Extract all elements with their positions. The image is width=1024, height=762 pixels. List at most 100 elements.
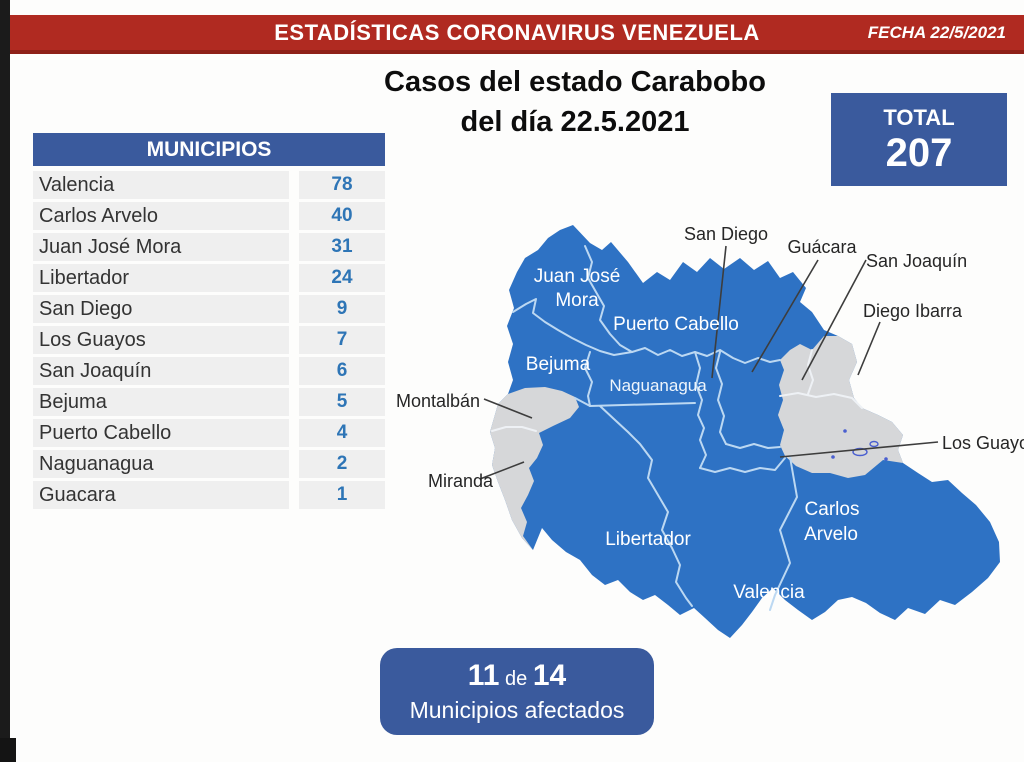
municipio-name-cell: Puerto Cabello <box>33 419 289 447</box>
lake-islet-dot <box>831 455 835 459</box>
banner-date: FECHA 22/5/2021 <box>867 22 1006 42</box>
municipio-name-cell: Guacara <box>33 481 289 509</box>
column-gap <box>289 357 299 385</box>
column-gap <box>289 202 299 230</box>
column-gap <box>289 450 299 478</box>
cases-value-cell: 4 <box>299 419 385 447</box>
border-lake-north-shore <box>779 392 863 409</box>
banner-title: ESTADÍSTICAS CORONAVIRUS VENEZUELA <box>274 19 760 45</box>
map-label-carlos-arvelo: Carlos <box>805 499 860 520</box>
table-header: MUNICIPIOS <box>33 133 385 166</box>
table-row: Naguanagua 2 <box>33 450 385 478</box>
municipio-name-cell: Bejuma <box>33 388 289 416</box>
photo-edge-bar <box>0 0 10 762</box>
cases-value-cell: 5 <box>299 388 385 416</box>
leader-diego-ibarra <box>857 321 881 376</box>
cases-value-cell: 9 <box>299 295 385 323</box>
municipal-borders <box>512 245 798 611</box>
cases-value-cell: 7 <box>299 326 385 354</box>
total-value: 207 <box>885 130 953 175</box>
map-label-los-guayos: Los Guayos <box>942 433 1024 453</box>
affected-caption: Municipios afectados <box>409 697 625 723</box>
page-title: Casos del estado Carabobo del día 22.5.2… <box>335 62 815 142</box>
region-sanjoaquin-diegoibarra-lake-unaffected <box>778 336 903 478</box>
table-row: Bejuma 5 <box>33 388 385 416</box>
cases-value-cell: 2 <box>299 450 385 478</box>
cases-value-cell: 40 <box>299 202 385 230</box>
cases-value-cell: 6 <box>299 357 385 385</box>
municipios-total-count: 14 <box>532 659 567 692</box>
column-gap <box>289 264 299 292</box>
state-landmass-affected <box>490 225 1000 638</box>
map-label-montalban: Montalbán <box>396 391 480 411</box>
photo-corner-smudge <box>0 738 16 762</box>
column-gap <box>289 481 299 509</box>
map-label-puerto-cabello: Puerto Cabello <box>613 314 739 335</box>
column-gap <box>289 171 299 199</box>
border-montalban-miranda <box>491 426 537 432</box>
leader-san-joaquin <box>801 259 867 381</box>
table-row: San Diego 9 <box>33 295 385 323</box>
cases-value-cell: 31 <box>299 233 385 261</box>
column-gap <box>289 295 299 323</box>
table-row: Juan José Mora 31 <box>33 233 385 261</box>
affected-count-line: 11 de 14 <box>468 659 566 696</box>
municipios-table: MUNICIPIOS Valencia 78 Carlos Arvelo 40 … <box>33 133 385 512</box>
map-label-juan-jose-mora: Mora <box>555 290 599 311</box>
border-sanjoaquin-diegoibarra <box>807 349 814 395</box>
top-banner: ESTADÍSTICAS CORONAVIRUS VENEZUELA FECHA… <box>10 15 1024 54</box>
table-row: Libertador 24 <box>33 264 385 292</box>
table-row: San Joaquín 6 <box>33 357 385 385</box>
page-title-line2: del día 22.5.2021 <box>460 106 690 138</box>
table-row: Los Guayos 7 <box>33 326 385 354</box>
column-gap <box>289 326 299 354</box>
table-body: Valencia 78 Carlos Arvelo 40 Juan José M… <box>33 171 385 509</box>
cases-value-cell: 78 <box>299 171 385 199</box>
municipio-name-cell: Libertador <box>33 264 289 292</box>
total-label: TOTAL <box>883 104 955 130</box>
cases-value-cell: 24 <box>299 264 385 292</box>
municipio-name-cell: Los Guayos <box>33 326 289 354</box>
map-label-carlos-arvelo: Arvelo <box>804 524 858 545</box>
leader-montalban <box>483 398 533 419</box>
map-label-guacara: Guácara <box>787 237 857 257</box>
map-label-diego-ibarra: Diego Ibarra <box>863 301 963 321</box>
map-label-san-diego: San Diego <box>684 224 768 244</box>
leader-san-diego <box>711 245 727 379</box>
column-gap <box>289 419 299 447</box>
map-label-naguanagua: Naguanagua <box>609 376 707 395</box>
affected-connector: de <box>505 668 528 690</box>
total-cases-box: TOTAL 207 <box>831 93 1007 186</box>
lake-island <box>869 440 879 448</box>
affected-count: 11 <box>467 659 500 692</box>
map-label-valencia: Valencia <box>733 582 805 603</box>
table-row: Carlos Arvelo 40 <box>33 202 385 230</box>
lake-island <box>852 447 868 457</box>
municipio-name-cell: Naguanagua <box>33 450 289 478</box>
lake-islet-dot <box>843 429 847 433</box>
municipio-name-cell: Juan José Mora <box>33 233 289 261</box>
map-label-miranda: Miranda <box>428 471 494 491</box>
column-gap <box>289 388 299 416</box>
table-row: Valencia 78 <box>33 171 385 199</box>
cases-value-cell: 1 <box>299 481 385 509</box>
page-title-line1: Casos del estado Carabobo <box>384 66 766 98</box>
map-label-juan-jose-mora: Juan José <box>534 266 621 287</box>
leader-los-guayos <box>779 441 939 458</box>
map-label-bejuma: Bejuma <box>526 354 591 375</box>
leader-miranda <box>479 461 525 480</box>
municipio-name-cell: Carlos Arvelo <box>33 202 289 230</box>
carabobo-municipalities-map: Juan José Mora Puerto Cabello Bejuma Nag… <box>396 224 1024 638</box>
map-label-san-joaquin: San Joaquín <box>866 251 967 271</box>
leader-guacara <box>751 259 819 373</box>
map-label-libertador: Libertador <box>605 529 691 550</box>
column-gap <box>289 233 299 261</box>
municipio-name-cell: Valencia <box>33 171 289 199</box>
lake-islet-dot <box>884 457 888 461</box>
label-leader-lines <box>479 245 939 480</box>
municipio-name-cell: San Diego <box>33 295 289 323</box>
affected-municipios-box: 11 de 14 Municipios afectados <box>380 648 654 735</box>
municipio-name-cell: San Joaquín <box>33 357 289 385</box>
table-row: Puerto Cabello 4 <box>33 419 385 447</box>
table-row: Guacara 1 <box>33 481 385 509</box>
